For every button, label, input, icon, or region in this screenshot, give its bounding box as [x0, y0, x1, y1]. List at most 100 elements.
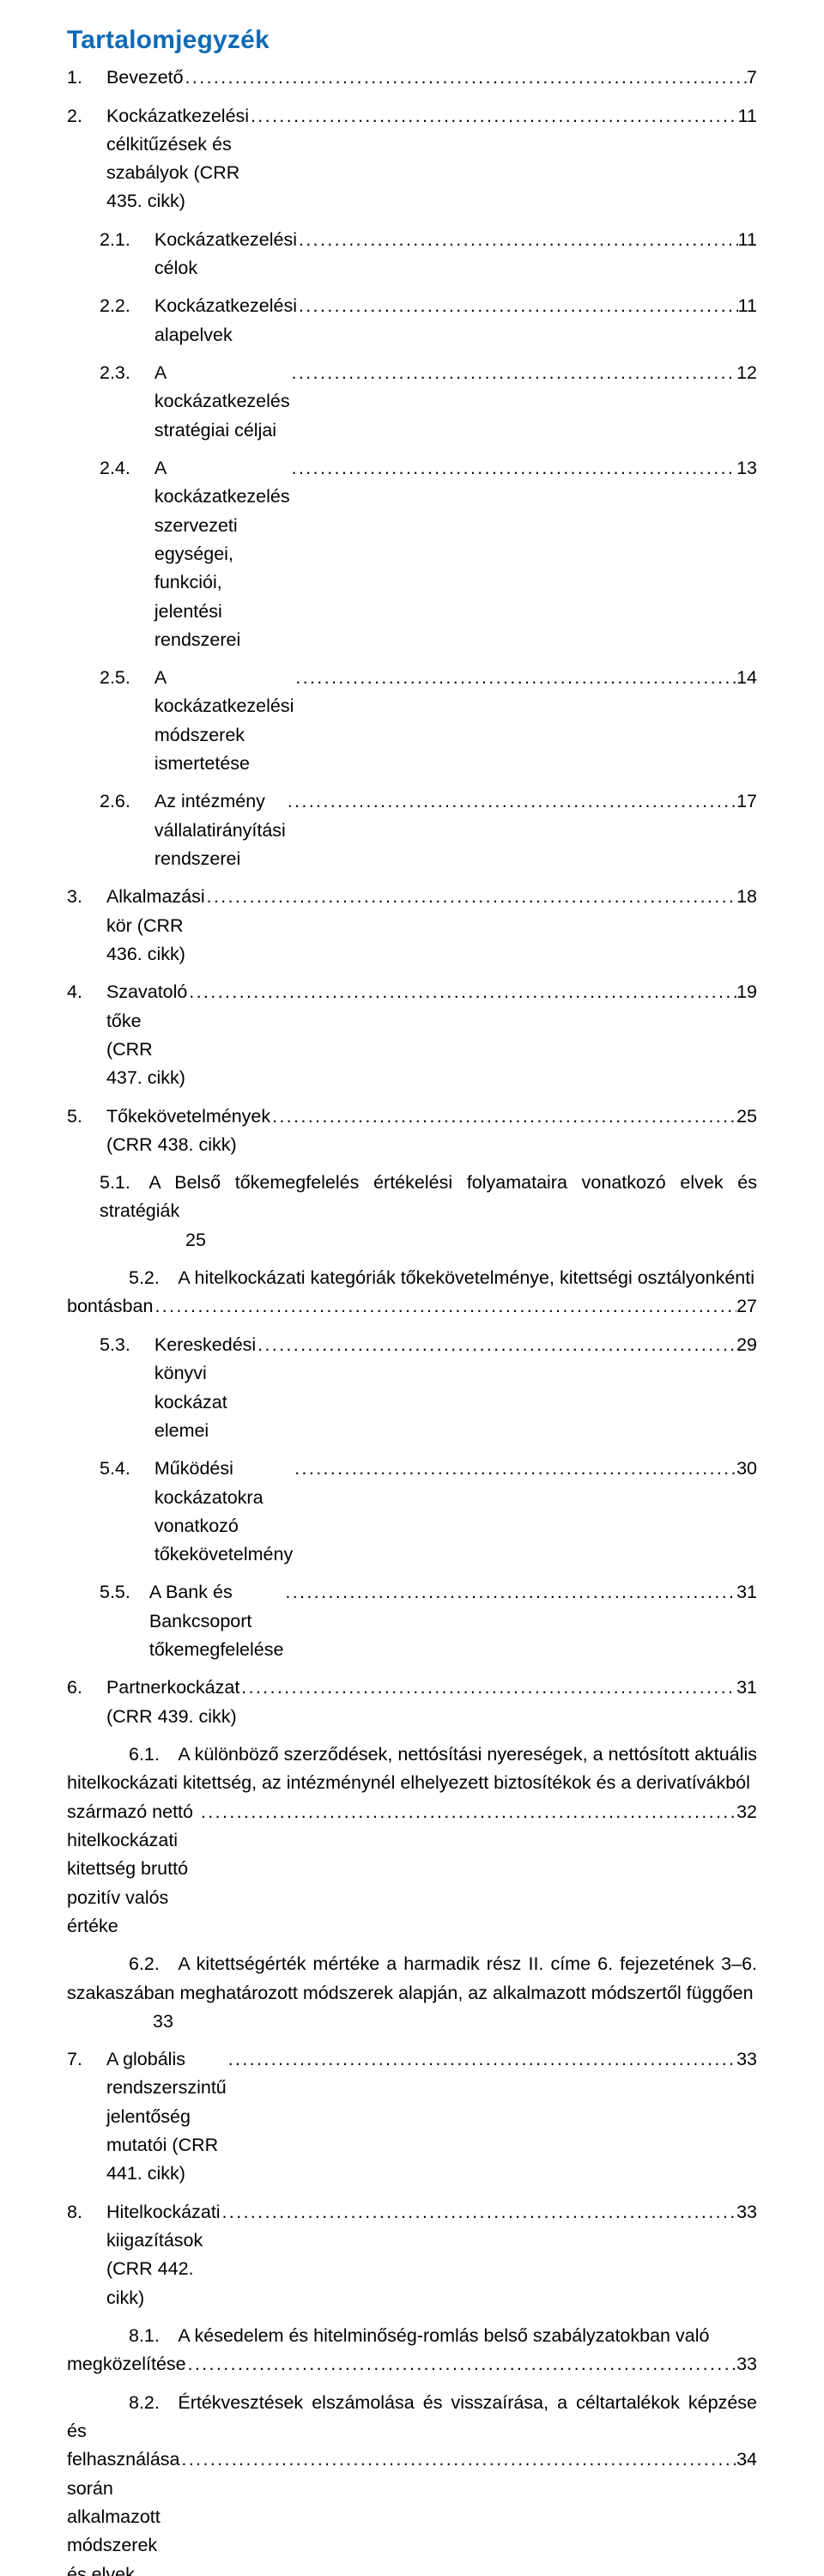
- toc-entry-number: 6.2.: [129, 1953, 160, 1974]
- dot-leader: ........................................…: [187, 979, 736, 1007]
- toc-entry-title: A kockázatkezelés szervezeti egységei, f…: [154, 454, 290, 654]
- toc-entry-number: 2.2.: [100, 292, 130, 320]
- dot-leader: ........................................…: [283, 1579, 736, 1607]
- dot-leader: ........................................…: [270, 1103, 736, 1132]
- toc-entry-page: 13: [736, 454, 757, 483]
- document-page: Tartalomjegyzék 1. Bevezető..............…: [0, 0, 824, 2576]
- toc-entry: 8. Hitelkockázati kiigazítások (CRR 442. …: [67, 2198, 757, 2312]
- toc-entry: 5.Tőkekövetelmények (CRR 438. cikk).....…: [67, 1103, 757, 1160]
- toc-entry: 5.1. A Belső tőkemegfelelés értékelési f…: [67, 1169, 757, 1255]
- toc-entry: 2.5.A kockázatkezelési módszerek ismerte…: [67, 664, 757, 778]
- toc-entry-title: A kockázatkezelési módszerek ismertetése: [154, 664, 294, 778]
- dot-leader: ........................................…: [256, 1332, 736, 1360]
- toc-entry: 2.3. A kockázatkezelés stratégiai céljai.…: [67, 359, 757, 445]
- toc-entry-number: 8.1.: [129, 2325, 160, 2346]
- toc-entry: 8.1. A késedelem és hitelminőség-romlás …: [67, 2322, 757, 2379]
- toc-entry: 5.5. A Bank és Bankcsoport tőkemegfelelés…: [67, 1578, 757, 1664]
- dot-leader: ........................................…: [294, 665, 736, 693]
- dot-leader: ........................................…: [293, 1455, 736, 1484]
- toc-entry-number: 2.: [67, 102, 82, 131]
- toc-entry-number: 2.6.: [100, 787, 130, 816]
- toc-entry-title: A globális rendszerszintű jelentőség mut…: [106, 2045, 227, 2189]
- dot-leader: ........................................…: [297, 293, 738, 321]
- toc-entry-page: 29: [736, 1331, 757, 1359]
- toc-entry-text: 8.1. A késedelem és hitelminőség-romlás …: [67, 2325, 709, 2346]
- toc-entry-page: 11: [738, 102, 757, 131]
- toc-entry-title: Szavatoló tőke (CRR 437. cikk): [106, 978, 187, 1092]
- toc-entry-number: 6.: [67, 1674, 82, 1702]
- toc-entry: 2.1.Kockázatkezelési célok..............…: [67, 226, 757, 283]
- dot-leader: ........................................…: [179, 2446, 736, 2475]
- toc-entry-title: A Bank és Bankcsoport tőkemegfelelése: [149, 1578, 284, 1664]
- toc-entry-title: Hitelkockázati kiigazítások (CRR 442. ci…: [106, 2198, 221, 2312]
- toc-entry-text: 5.1. A Belső tőkemegfelelés értékelési f…: [100, 1172, 757, 1221]
- toc-entry-title: Partnerkockázat (CRR 439. cikk): [106, 1674, 239, 1731]
- toc-entry-title: Az intézmény vállalatirányítási rendszer…: [154, 787, 286, 873]
- toc-entry-number: 2.4.: [100, 454, 130, 483]
- toc-entry-page: 33: [736, 2350, 757, 2379]
- toc-entry-number: 8.2.: [129, 2392, 160, 2413]
- dot-leader: ........................................…: [221, 2199, 737, 2227]
- toc-entry: 4. Szavatoló tőke (CRR 437. cikk)........…: [67, 978, 757, 1092]
- toc-entry-number: 6.1.: [129, 1744, 160, 1765]
- toc-entry-title: Alkalmazási kör (CRR 436. cikk): [106, 883, 205, 969]
- toc-entry: 2.2. Kockázatkezelési alapelvek..........…: [67, 292, 757, 349]
- toc-entry-number: 8.: [67, 2198, 82, 2227]
- toc-entry-page: 7: [747, 64, 757, 92]
- dot-leader: ........................................…: [239, 1674, 736, 1703]
- toc-entry: 2.4. A kockázatkezelés szervezeti egysége…: [67, 454, 757, 654]
- dot-leader: ........................................…: [290, 455, 736, 483]
- toc-entry-text: 6.1. A különböző szerződések, nettósítás…: [67, 1744, 757, 1793]
- toc-entry-page: 31: [736, 1578, 757, 1607]
- toc-entry-page: 27: [736, 1292, 757, 1321]
- toc-entry-page: 17: [736, 787, 757, 816]
- toc-entry-page: 25: [736, 1103, 757, 1131]
- dot-leader: ........................................…: [205, 884, 736, 912]
- toc-entry: 5.4. Működési kockázatokra vonatkozó tőke…: [67, 1455, 757, 1569]
- toc-entry-title: A kockázatkezelés stratégiai céljai: [154, 359, 290, 445]
- dot-leader: ........................................…: [249, 103, 738, 131]
- toc-entry-page: 19: [736, 978, 757, 1006]
- toc-entry: 6.1. A különböző szerződések, nettósítás…: [67, 1741, 757, 1941]
- dot-leader: ........................................…: [199, 1799, 736, 1827]
- toc-entry-page: 12: [736, 359, 757, 387]
- toc-entry-number: 2.3.: [100, 359, 130, 387]
- dot-leader: ........................................…: [153, 1293, 736, 1321]
- toc-entry-page: 11: [738, 226, 757, 254]
- toc-entry-number: 5.2.: [129, 1267, 160, 1288]
- toc-entry-number: 5.1.: [100, 1172, 130, 1193]
- toc-entry-page: 18: [736, 883, 757, 911]
- toc-entry-page: 14: [736, 664, 757, 692]
- toc-entry-text: 6.2. A kitettségérték mértéke a harmadik…: [67, 1953, 757, 2002]
- toc-entry-title: Tőkekövetelmények (CRR 438. cikk): [106, 1103, 270, 1160]
- toc-entry: 1.Bevezető..............................…: [67, 64, 757, 93]
- toc-entry-title: Kereskedési könyvi kockázat elemei: [154, 1331, 256, 1445]
- toc-entry-page: 33: [153, 2008, 173, 2036]
- toc-entry: 2.Kockázatkezelési célkitűzések és szabá…: [67, 102, 757, 216]
- toc-entry-page: 33: [736, 2045, 757, 2074]
- dot-leader: ........................................…: [286, 788, 736, 817]
- toc-entry-number: 1.: [67, 64, 82, 92]
- table-of-contents: 1. Bevezető..............................…: [67, 64, 757, 2576]
- toc-entry: 6. Partnerkockázat (CRR 439. cikk).......…: [67, 1674, 757, 1731]
- toc-entry: 8.2. Értékvesztések elszámolása és vissz…: [67, 2389, 757, 2576]
- dot-leader: ........................................…: [297, 227, 738, 255]
- dot-leader: ........................................…: [227, 2046, 736, 2075]
- toc-entry-number: 5.3.: [100, 1331, 130, 1359]
- toc-entry-title: Bevezető: [106, 64, 184, 92]
- toc-entry-page: 31: [736, 1674, 757, 1702]
- toc-title: Tartalomjegyzék: [67, 26, 757, 55]
- toc-entry-number: 7.: [67, 2045, 82, 2074]
- toc-entry: 6.2. A kitettségérték mértéke a harmadik…: [67, 1950, 757, 2036]
- toc-entry-number: 5.5.: [100, 1578, 130, 1607]
- toc-entry-title: Működési kockázatokra vonatkozó tőkeköve…: [154, 1455, 293, 1569]
- toc-entry: 2.6. Az intézmény vállalatirányítási rend…: [67, 787, 757, 873]
- dot-leader: ........................................…: [290, 360, 736, 388]
- dot-leader: ........................................…: [186, 2351, 736, 2379]
- toc-entry-number: 5.4.: [100, 1455, 130, 1483]
- toc-entry-page: 32: [736, 1798, 757, 1826]
- toc-entry-title: Kockázatkezelési alapelvek: [154, 292, 297, 349]
- toc-entry: 5.2. A hitelkockázati kategóriák tőkeköv…: [67, 1264, 757, 1321]
- toc-entry-number: 4.: [67, 978, 82, 1006]
- toc-entry-page: 33: [736, 2198, 757, 2227]
